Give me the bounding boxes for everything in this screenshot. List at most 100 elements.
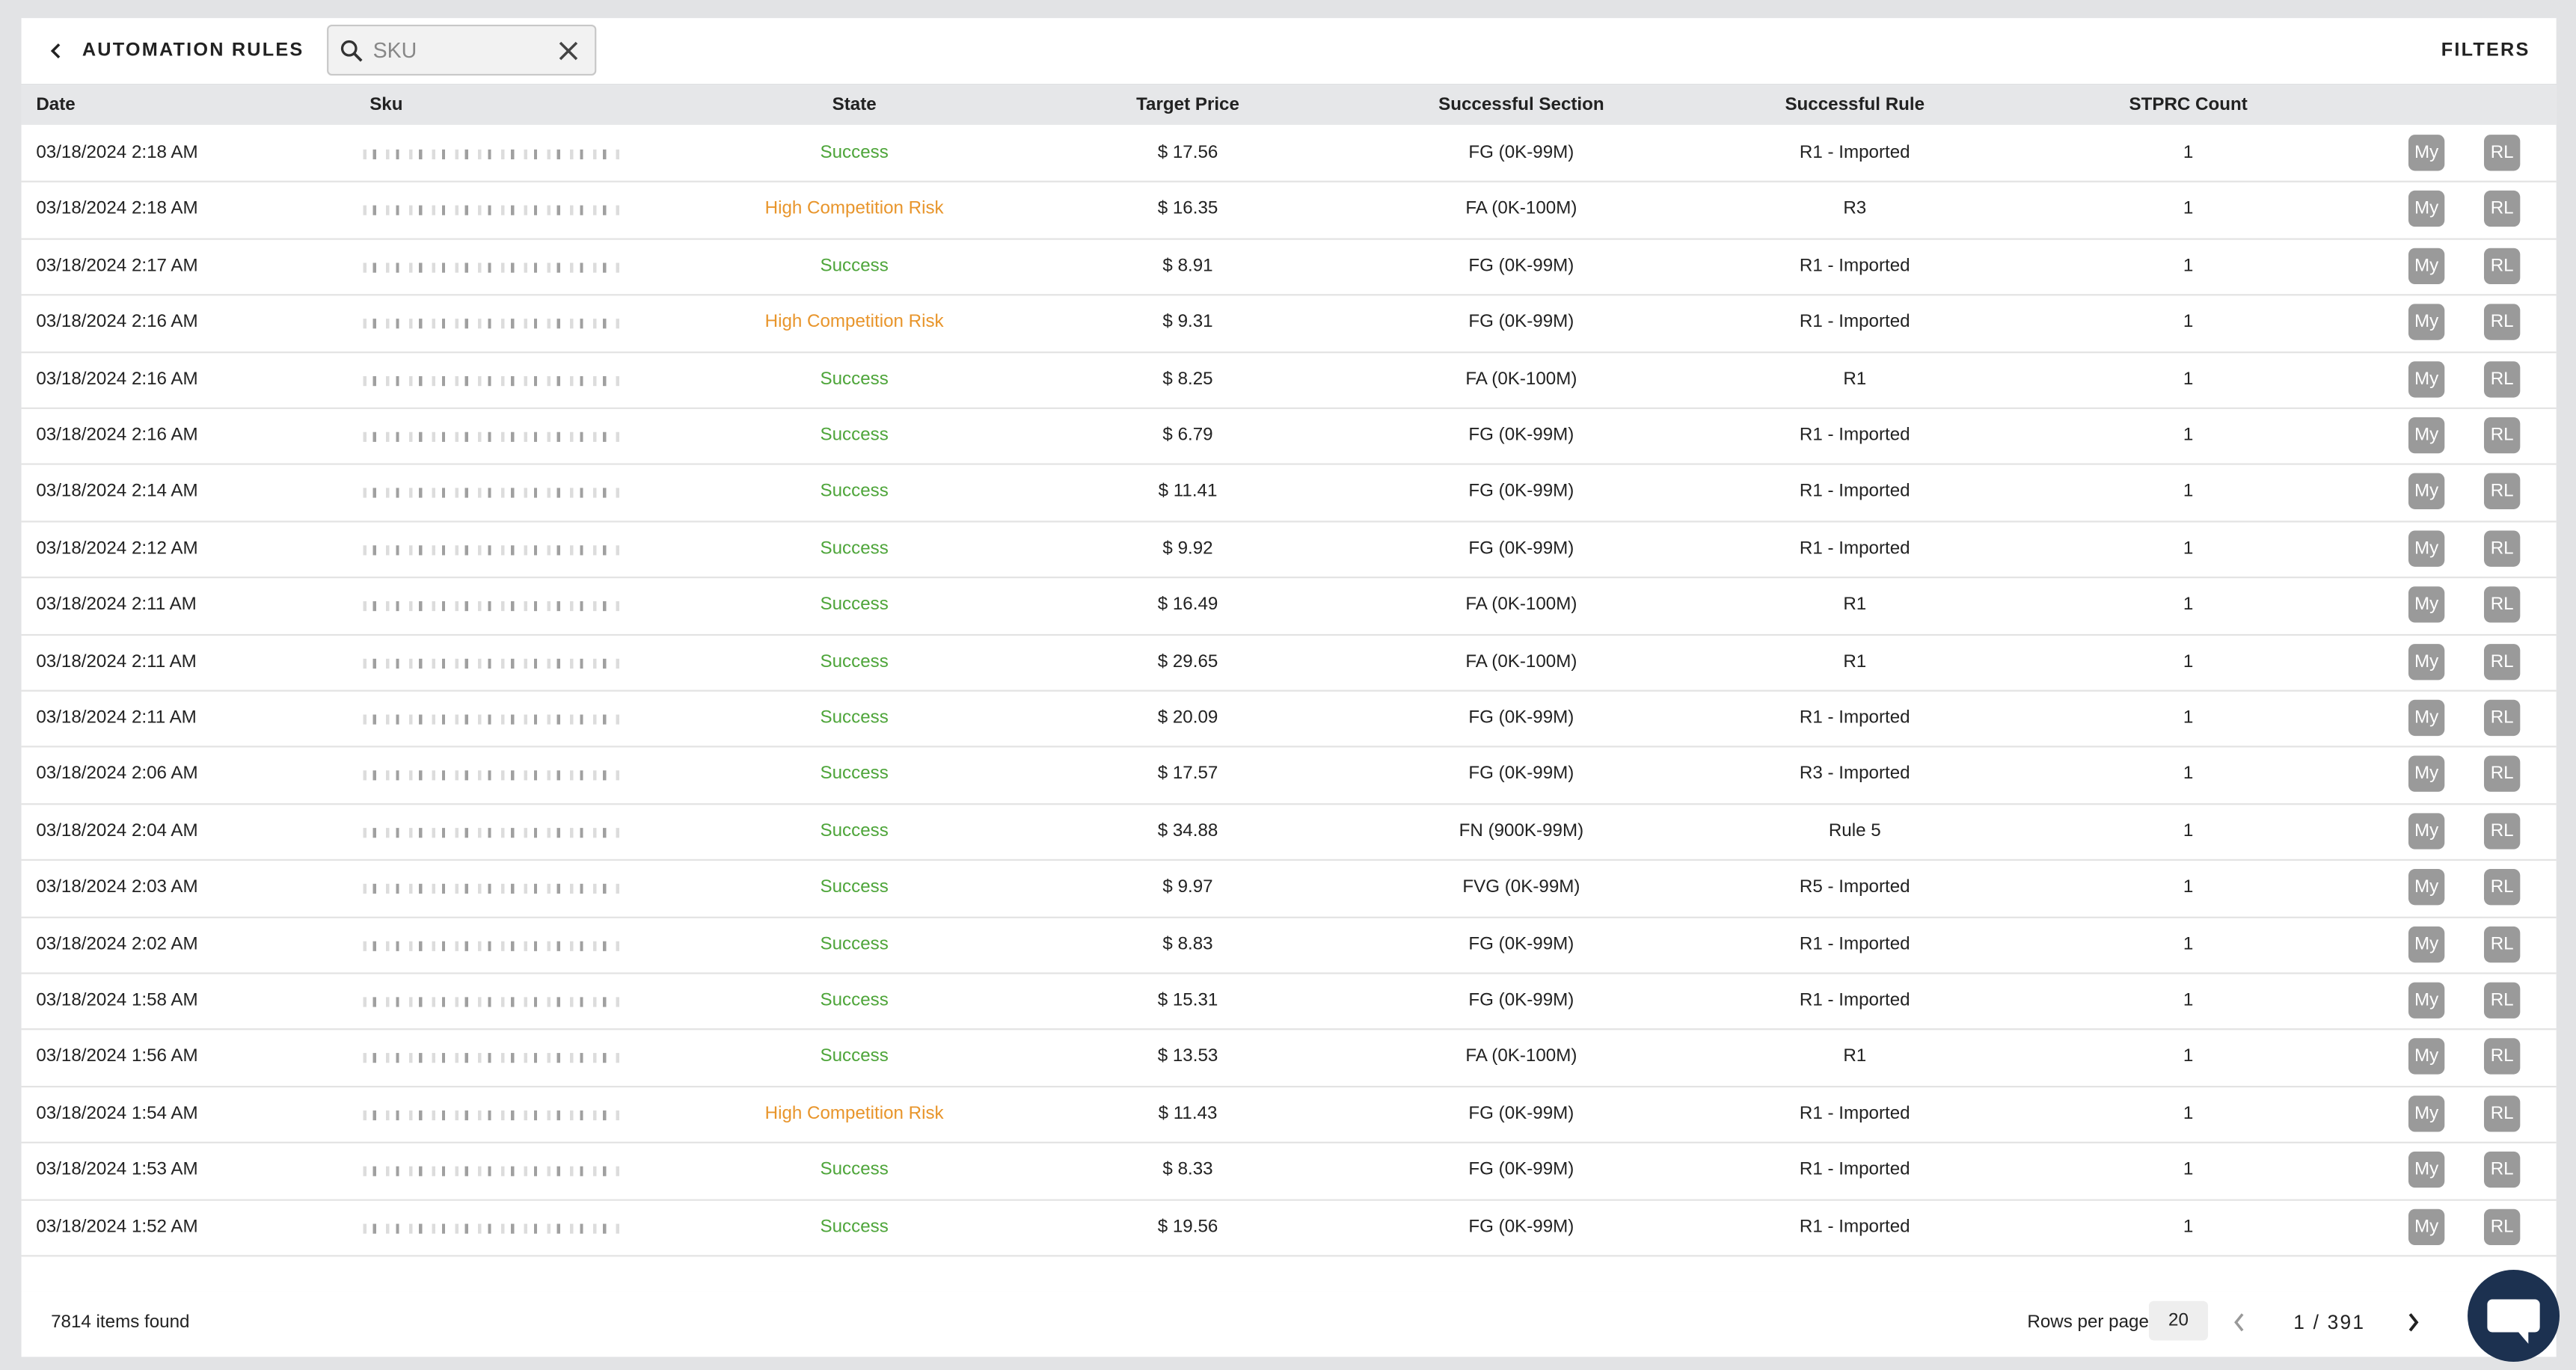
cell-date: 03/18/2024 1:58 AM [36,990,198,1010]
cell-price: $ 15.31 [1157,990,1218,1010]
cell-date: 03/18/2024 2:11 AM [36,707,197,728]
cell-section: FVG (0K-99M) [1462,877,1580,897]
cell-date: 03/18/2024 2:04 AM [36,820,198,841]
clear-icon[interactable] [559,41,578,61]
cell-state: High Competition Risk [764,1103,944,1124]
row-action-button[interactable]: My [2408,643,2445,680]
chat-button[interactable] [2466,1268,2561,1363]
cell-count: 1 [2183,877,2194,897]
row-divider [21,1142,2557,1144]
row-action-button[interactable]: RL [2484,586,2521,623]
next-page[interactable] [2405,1311,2422,1334]
row-action-button[interactable]: My [2408,473,2445,510]
row-action-button[interactable]: RL [2484,869,2521,906]
cell-date: 03/18/2024 2:16 AM [36,425,198,446]
sku-redacted [358,1199,626,1254]
row-action-button[interactable]: RL [2484,417,2521,454]
row-action-button[interactable]: My [2408,699,2445,737]
row-action-button[interactable]: My [2408,417,2445,454]
row-action-button[interactable]: RL [2484,1095,2521,1132]
row-action-button[interactable]: My [2408,248,2445,284]
row-action-button[interactable]: RL [2484,812,2521,850]
row-action-button[interactable]: RL [2484,248,2521,284]
row-action-button[interactable]: My [2408,530,2445,567]
row-action-button[interactable]: My [2408,1208,2445,1245]
row-action-button[interactable]: My [2408,1039,2445,1075]
row-divider [21,915,2557,918]
row-action-button[interactable]: RL [2484,926,2521,962]
row-action-button[interactable]: My [2408,135,2445,171]
row-action-button[interactable]: My [2408,869,2445,906]
row-action-button[interactable]: RL [2484,191,2521,227]
cell-rule: Rule 5 [1828,820,1881,841]
cell-count: 1 [2183,256,2194,276]
row-action-button[interactable]: RL [2484,360,2521,397]
search-icon [340,40,363,62]
row-action-button[interactable]: My [2408,360,2445,397]
sku-redacted [358,861,626,915]
row-divider [21,181,2557,183]
row-action-button[interactable]: My [2408,756,2445,793]
cell-price: $ 29.65 [1157,651,1218,672]
row-action-button[interactable]: RL [2484,1039,2521,1075]
row-action-button[interactable]: My [2408,1152,2445,1188]
row-action-button[interactable]: RL [2484,982,2521,1019]
search-box[interactable]: SKU [327,24,597,76]
cell-state: Success [820,143,889,163]
cell-section: FG (0K-99M) [1468,990,1574,1010]
cell-section: FA (0K-100M) [1465,1047,1577,1067]
row-action-button[interactable]: RL [2484,1208,2521,1245]
cell-count: 1 [2183,199,2194,220]
sku-redacted [358,804,626,858]
row-action-button[interactable]: RL [2484,756,2521,793]
toolbar: AUTOMATION RULES SKU FILTERS [21,18,2557,85]
cell-rule: R1 - Imported [1799,1216,1910,1237]
cell-state: Success [820,482,889,502]
sku-redacted [358,1087,626,1140]
cell-state: Success [820,707,889,728]
back-icon[interactable] [48,41,64,61]
cell-price: $ 11.41 [1158,482,1218,502]
row-action-button[interactable]: My [2408,191,2445,227]
row-action-button[interactable]: RL [2484,643,2521,680]
cell-price: $ 8.25 [1162,369,1213,389]
cell-count: 1 [2183,538,2194,559]
row-action-button[interactable]: RL [2484,530,2521,567]
rows-per-page-select[interactable]: 20 [2148,1300,2209,1341]
sku-redacted [358,522,626,576]
row-action-button[interactable]: RL [2484,304,2521,341]
cell-state: Success [820,256,889,276]
cell-count: 1 [2183,1047,2194,1067]
cell-date: 03/18/2024 2:14 AM [36,482,198,502]
items-found: 7814 items found [51,1312,190,1333]
row-action-button[interactable]: My [2408,812,2445,850]
footer: 7814 items found Rows per page 20 1 / 39… [21,1291,2557,1357]
cell-date: 03/18/2024 2:18 AM [36,143,198,163]
row-action-button[interactable]: RL [2484,473,2521,510]
cell-date: 03/18/2024 1:56 AM [36,1047,198,1067]
cell-date: 03/18/2024 2:06 AM [36,764,198,784]
cell-state: Success [820,425,889,446]
filters-button[interactable]: FILTERS [2441,40,2530,61]
cell-rule: R1 - Imported [1799,1103,1910,1124]
row-action-button[interactable]: My [2408,586,2445,623]
cell-rule: R1 - Imported [1799,707,1910,728]
row-action-button[interactable]: My [2408,304,2445,341]
row-divider [21,972,2557,974]
cell-section: FA (0K-100M) [1465,199,1577,220]
row-action-button[interactable]: My [2408,926,2445,962]
sku-redacted [358,578,626,632]
row-divider [21,407,2557,409]
row-action-button[interactable]: My [2408,1095,2445,1132]
row-action-button[interactable]: RL [2484,1152,2521,1188]
row-action-button[interactable]: RL [2484,699,2521,737]
cell-section: FG (0K-99M) [1468,933,1574,954]
prev-page[interactable] [2231,1311,2248,1334]
cell-price: $ 20.09 [1157,707,1218,728]
row-action-button[interactable]: My [2408,982,2445,1019]
cell-rule: R5 - Imported [1799,877,1910,897]
cell-rule: R1 [1843,1047,1867,1067]
row-action-button[interactable]: RL [2484,135,2521,171]
cell-state: High Competition Risk [764,199,944,220]
cell-date: 03/18/2024 1:53 AM [36,1160,198,1180]
